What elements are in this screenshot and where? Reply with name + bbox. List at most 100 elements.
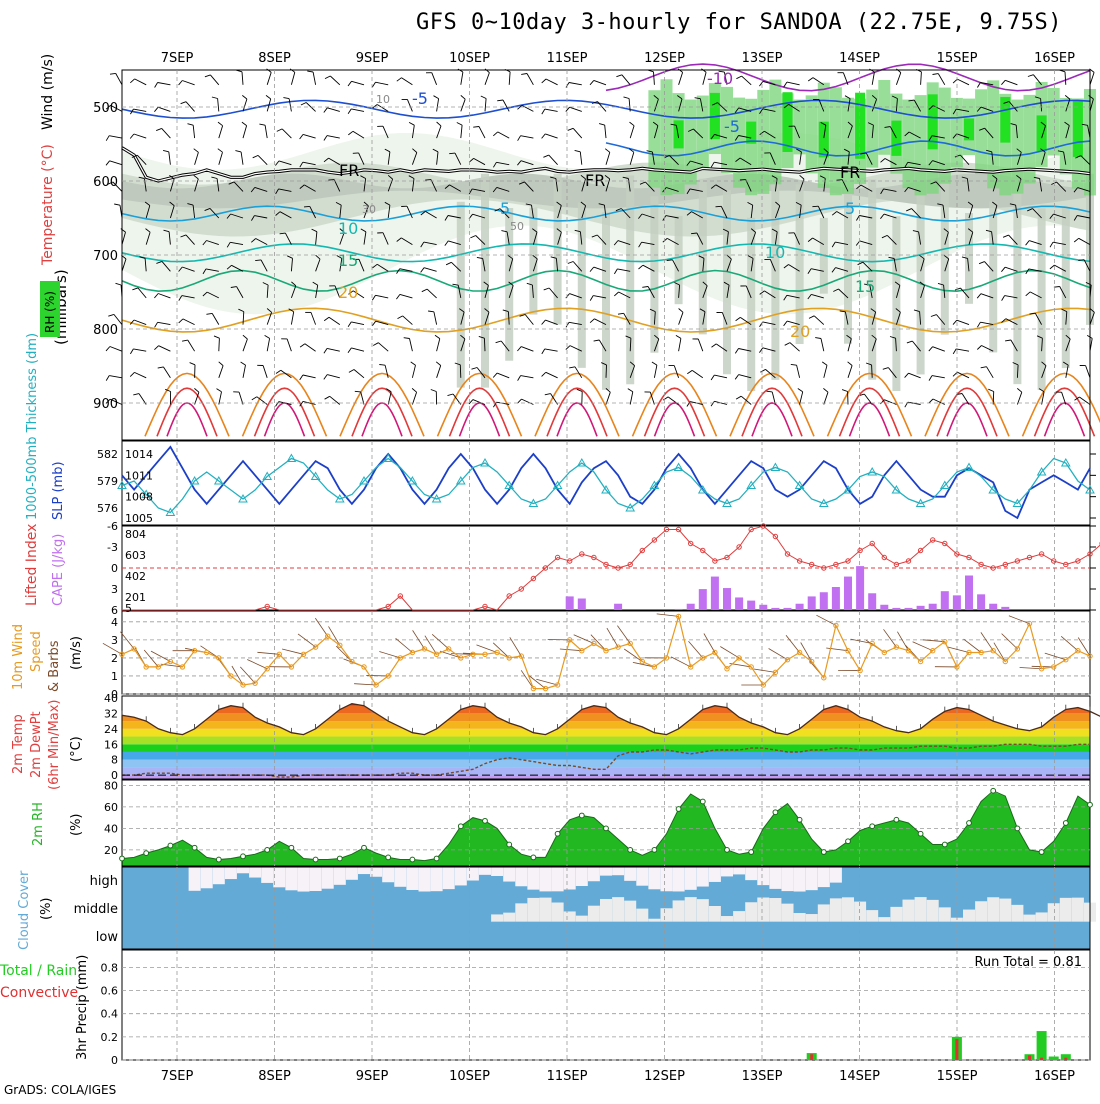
- rh-bright-61: [855, 93, 865, 159]
- wind10-barb-4: [151, 651, 170, 661]
- slp-tick-1: 1011: [125, 469, 153, 482]
- cloud-high-gap-37: [564, 867, 576, 889]
- cape-bar-73: [1001, 607, 1009, 610]
- rh2m-ylabel-a: 2m RH: [31, 802, 46, 846]
- rh-column-42: [626, 175, 634, 384]
- cape-bar-58: [820, 592, 828, 610]
- wind10-barb-16: [298, 634, 316, 647]
- precip-conv-bar-76: [1040, 1058, 1043, 1060]
- bottom-date-9: 16SEP: [1034, 1069, 1075, 1084]
- cloud-mid-gap-50: [721, 916, 733, 922]
- cape-bar-54: [771, 608, 779, 610]
- cape-bar-59: [832, 587, 840, 610]
- rh2m-marker-62: [870, 824, 875, 829]
- rh2m-marker-6: [192, 845, 197, 850]
- wind10-barb-46: [657, 614, 679, 617]
- rh2m-marker-4: [168, 843, 173, 848]
- cloud-high-gap-20: [358, 867, 370, 874]
- cloud-mid-gap-32: [503, 913, 515, 922]
- precip-conv-bar-57: [810, 1054, 813, 1060]
- wind10-barb-56: [786, 635, 800, 652]
- temp2m-ylabel-c-part-0: (6hr Min/Max): [47, 700, 62, 790]
- upper-wind-barb-205: [484, 338, 485, 351]
- slp-tick-3: 1005: [125, 512, 153, 525]
- cloud-mid-gap-58: [818, 904, 830, 921]
- temp2m-ylabel-a-part-0: 2m Temp: [11, 714, 26, 774]
- bottom-date-8: 15SEP: [937, 1069, 978, 1084]
- contour-label-5: 10: [338, 219, 358, 238]
- precip-tick-0: 0: [111, 1054, 118, 1067]
- cape-bar-56: [796, 604, 804, 610]
- cloud-mid-gap-41: [612, 897, 624, 922]
- cape-bar-65: [905, 608, 913, 610]
- wind10-barb-31: [477, 645, 498, 653]
- li-tick-1: -3: [107, 541, 118, 554]
- upper-ytick-1: 600: [93, 175, 118, 190]
- top-date-3: 10SEP: [449, 51, 490, 66]
- cloud-high-gap-56: [794, 867, 806, 892]
- contour-label-1: -5: [412, 89, 428, 108]
- upper-wind-barb-0: [116, 73, 122, 84]
- cloud-mid-gap-70: [963, 910, 975, 922]
- cloud-high-gap-47: [685, 867, 697, 890]
- rh2m-tick-2: 60: [104, 801, 118, 814]
- cloud-high-gap-19: [346, 867, 358, 880]
- temp2m-tick-3: 24: [104, 723, 118, 736]
- upper-wind-barb-109-flag: [304, 206, 310, 207]
- upper-wind-barb-9-flag: [108, 314, 114, 316]
- bottom-date-0: 7SEP: [161, 1069, 194, 1084]
- cape-ylabel-part-0: CAPE (J/kg): [51, 534, 66, 606]
- wind10-barb-28: [440, 651, 461, 658]
- rh2m-marker-58: [821, 850, 826, 855]
- cloud-high-gap-57: [806, 867, 818, 890]
- cloud-high-gap-40: [600, 867, 612, 876]
- wind10-barb-79: [1061, 636, 1078, 650]
- li-tick-3: 3: [111, 583, 118, 596]
- cloud-high-gap-6: [189, 867, 201, 891]
- wind10-barb-78: [1045, 653, 1066, 660]
- cloud-high-gap-22: [382, 867, 394, 882]
- rh2m-marker-38: [579, 813, 584, 818]
- cloud-high-gap-27: [443, 867, 455, 889]
- wind10-barb-13: [257, 652, 279, 654]
- upper-wind-barb-173-flag: [425, 180, 431, 181]
- cloud-high-gap-35: [540, 867, 552, 891]
- rh2m-marker-70: [967, 821, 972, 826]
- cape-bar-68: [941, 591, 949, 610]
- cloud-high-gap-28: [455, 867, 467, 885]
- cloud-high-gap-25: [419, 867, 431, 891]
- wind10-tick-4: 4: [111, 616, 118, 629]
- cloud-mid-gap-61: [854, 902, 866, 922]
- cloud-mid-gap-42: [624, 901, 636, 922]
- cloud-high-gap-46: [673, 867, 685, 891]
- cloud-level-low: low: [96, 930, 119, 945]
- cloud-high-gap-54: [769, 867, 781, 889]
- cape-bar-72: [989, 604, 997, 610]
- rh2m-marker-52: [749, 850, 754, 855]
- cape-bar-41: [614, 604, 622, 610]
- precip-label-conv: Convective: [0, 985, 78, 1001]
- li-tick-2: 0: [111, 562, 118, 575]
- wind10-tick-3: 3: [111, 634, 118, 647]
- cloud-high-gap-43: [636, 867, 648, 886]
- cloud-mid-gap-62: [866, 910, 878, 922]
- thick-tick-0: 582: [97, 448, 118, 461]
- cloud-mid-gap-76: [1036, 912, 1048, 921]
- rh2m-marker-34: [531, 855, 536, 860]
- cape-bar-52: [747, 601, 755, 610]
- rh-bright-73: [1000, 97, 1010, 143]
- rh2m-marker-28: [458, 824, 463, 829]
- cloud-mid-gap-59: [830, 898, 842, 921]
- rh2m-marker-78: [1063, 821, 1068, 826]
- rh-bright-79: [1073, 100, 1083, 156]
- cloud-mid-gap-38: [576, 916, 588, 922]
- wind10-ylabel-b-part-0: Speed: [29, 631, 44, 672]
- rh-axis-label-part-0: RH (%): [43, 291, 57, 333]
- temp-band-3: [122, 752, 1090, 760]
- top-date-7: 14SEP: [839, 51, 880, 66]
- contour-label-4: 5: [845, 199, 855, 218]
- top-date-4: 11SEP: [547, 51, 588, 66]
- wind10-barb-21: [354, 684, 376, 685]
- cloud-mid-gap-74: [1011, 905, 1023, 922]
